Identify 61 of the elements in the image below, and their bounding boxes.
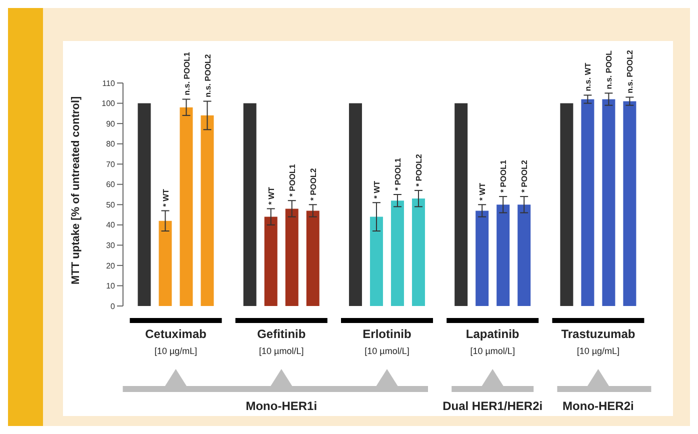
bar xyxy=(243,103,256,306)
bar xyxy=(370,216,383,306)
bar xyxy=(412,198,425,306)
bar xyxy=(390,200,404,306)
bar xyxy=(348,103,362,306)
y-tick-label: 50 xyxy=(106,200,116,210)
text: [10 µmol/L] xyxy=(364,346,410,356)
bar xyxy=(180,107,193,306)
y-tick-label: 20 xyxy=(106,261,116,270)
bar xyxy=(285,208,298,306)
bar xyxy=(200,115,214,306)
y-tick-label: 70 xyxy=(106,160,116,169)
text: [10 µmol/L] xyxy=(470,346,515,356)
data-label: * WT xyxy=(372,180,382,199)
bar xyxy=(476,210,489,306)
data-label: * WT xyxy=(161,188,170,207)
bar xyxy=(158,220,172,306)
y-tick-label: 90 xyxy=(106,119,116,128)
data-label: * WT xyxy=(478,182,488,201)
y-axis-title: MTT uptake [% of untreated control] xyxy=(70,96,82,284)
x-tick-label: Gefitinib xyxy=(257,327,306,341)
y-tick-label: 10 xyxy=(106,282,116,291)
y-tick-label: 40 xyxy=(106,220,116,230)
data-label: * POOL2 xyxy=(414,153,424,186)
x-tick-label: Trastuzumab xyxy=(561,327,636,341)
data-label: * POOL1 xyxy=(499,160,508,193)
bar xyxy=(581,99,594,306)
data-label: n.s. POOL2 xyxy=(626,50,635,94)
text: [10 µg/mL] xyxy=(576,346,620,356)
bar xyxy=(623,101,636,306)
bar xyxy=(518,204,531,306)
data-label: n.s. POOL xyxy=(604,50,614,90)
text: [10 µg/mL] xyxy=(154,346,198,356)
data-label: * POOL2 xyxy=(520,160,530,193)
data-label: * POOL1 xyxy=(393,157,402,190)
data-label: n.s. WT xyxy=(584,62,593,92)
data-label: * POOL2 xyxy=(308,168,318,201)
y-tick-label: 0 xyxy=(110,302,116,311)
data-label: * WT xyxy=(266,186,276,205)
bar xyxy=(306,210,320,306)
bar xyxy=(560,103,574,306)
text: Mono-HER2i xyxy=(562,399,634,413)
y-tick-label: 80 xyxy=(106,140,116,149)
y-tick-label: 30 xyxy=(106,241,116,250)
text: Mono-HER1i xyxy=(246,399,318,413)
text: Dual HER1/HER2i xyxy=(442,399,543,413)
bar xyxy=(602,99,616,306)
y-tick-label: 110 xyxy=(102,78,116,88)
bar xyxy=(454,103,468,306)
bar xyxy=(264,216,278,306)
text: [10 µmol/L] xyxy=(259,346,304,356)
bar xyxy=(138,103,151,306)
bar xyxy=(496,204,510,306)
data-label: n.s. POOL2 xyxy=(203,54,212,98)
data-label: * POOL1 xyxy=(288,164,297,197)
x-tick-label: Lapatinib xyxy=(466,327,520,341)
y-tick-label: 60 xyxy=(106,180,116,190)
x-tick-label: Erlotinib xyxy=(362,327,412,341)
data-label: n.s. POOL1 xyxy=(182,52,192,96)
y-tick-label: 100 xyxy=(102,99,116,108)
x-tick-label: Cetuximab xyxy=(145,327,206,341)
